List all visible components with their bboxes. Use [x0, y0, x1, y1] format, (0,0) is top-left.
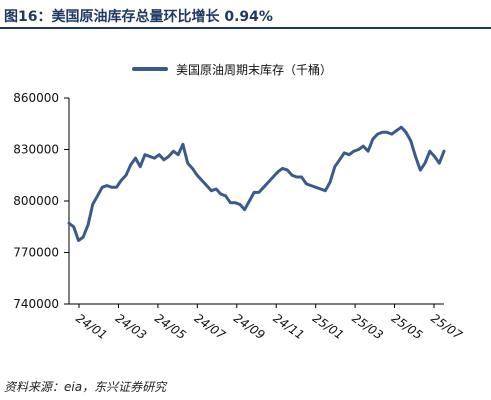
x-tick-label: 24/05 [152, 311, 188, 342]
y-tick-label: 770000 [13, 246, 59, 260]
x-tick-label: 24/01 [73, 311, 109, 342]
title-underline [0, 27, 491, 29]
chart-series [67, 125, 446, 242]
series-line [67, 125, 446, 242]
chart-legend: 美国原油周期末库存（千桶） [132, 60, 332, 78]
x-tick-label: 25/07 [428, 311, 465, 343]
x-tick-label: 24/07 [192, 311, 229, 343]
x-tick-label: 25/01 [310, 311, 346, 342]
y-tick-label: 800000 [13, 194, 59, 208]
y-tick-label: 740000 [13, 297, 59, 311]
source-note: 资料来源：eia，东兴证券研究 [4, 380, 167, 394]
x-tick-label: 25/03 [349, 311, 385, 342]
chart-title: 图16：美国原油库存总量环比增长 0.94% [4, 9, 273, 25]
x-tick-label: 24/11 [271, 311, 307, 342]
chart-axes: 860000 830000 800000 770000 740000 24/01 24/03… [13, 91, 465, 343]
x-tick-label: 24/03 [113, 311, 149, 342]
x-tick-label: 25/05 [389, 311, 425, 342]
x-tick-label: 24/09 [231, 311, 267, 342]
legend-label: 美国原油周期末库存（千桶） [176, 62, 333, 77]
y-tick-label: 830000 [13, 143, 59, 157]
y-tick-label: 860000 [13, 91, 59, 105]
legend-line-swatch [132, 67, 168, 71]
